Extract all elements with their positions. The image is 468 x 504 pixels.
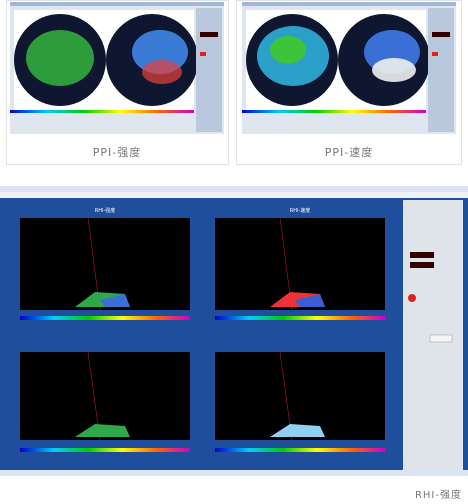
caption: PPI-速度 [325, 145, 373, 159]
display [410, 262, 434, 268]
echo [295, 294, 325, 307]
color-bar [20, 316, 190, 320]
color-bar [215, 316, 385, 320]
software-window: RHI-强度 RHI-速度 [0, 186, 468, 476]
title-bar [0, 186, 468, 192]
card[interactable]: PPI-强度 [6, 0, 229, 165]
panel-title: RHI-速度 [290, 207, 311, 214]
panel-title: RHI-强度 [95, 207, 116, 214]
caption: PPI-强度 [93, 145, 141, 159]
echo [270, 36, 306, 64]
color-bar [20, 448, 190, 452]
card[interactable]: PPI-速度 [236, 0, 462, 165]
display [410, 252, 434, 258]
echo [26, 30, 94, 86]
button[interactable] [429, 334, 453, 343]
caption: RHI-强度 [415, 488, 462, 501]
menu-bar [0, 192, 468, 198]
status-bar [0, 470, 468, 476]
echo [100, 294, 130, 307]
echo [142, 60, 182, 84]
button[interactable] [408, 294, 416, 302]
echo [75, 424, 130, 437]
echo [270, 424, 325, 437]
echo [372, 58, 416, 82]
color-bar [215, 448, 385, 452]
